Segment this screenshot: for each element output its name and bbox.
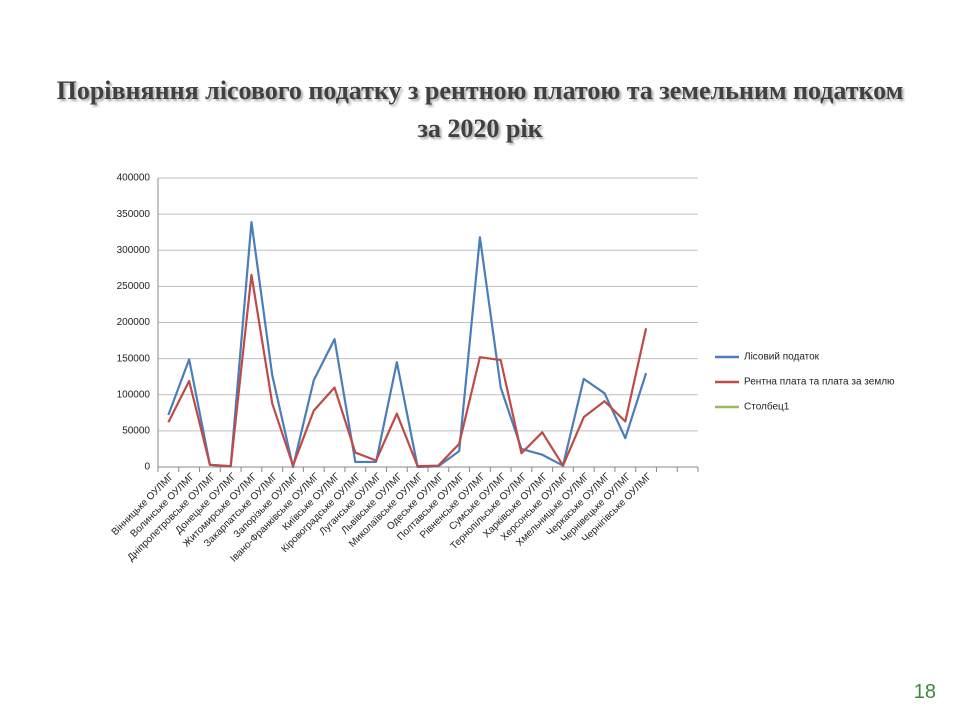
slide-title: Порівняння лісового податку з рентною пл…: [56, 76, 904, 143]
y-tick-label: 250000: [117, 281, 151, 292]
legend-label: Рентна плата та плата за землю: [744, 377, 895, 388]
y-tick-label: 100000: [117, 389, 151, 400]
y-tick-label: 350000: [117, 209, 151, 220]
y-tick-label: 150000: [117, 353, 151, 364]
y-tick-label: 200000: [117, 317, 151, 328]
y-tick-label: 300000: [117, 245, 151, 256]
legend-label: Столбец1: [744, 401, 790, 413]
y-tick-label: 50000: [122, 426, 150, 437]
series-line: [167, 220, 648, 469]
y-tick-label: 0: [144, 462, 150, 473]
legend-label: Лісовий податок: [744, 352, 820, 363]
y-tick-label: 400000: [117, 173, 151, 184]
page-number: 18: [913, 681, 936, 703]
series-line: [167, 273, 648, 468]
